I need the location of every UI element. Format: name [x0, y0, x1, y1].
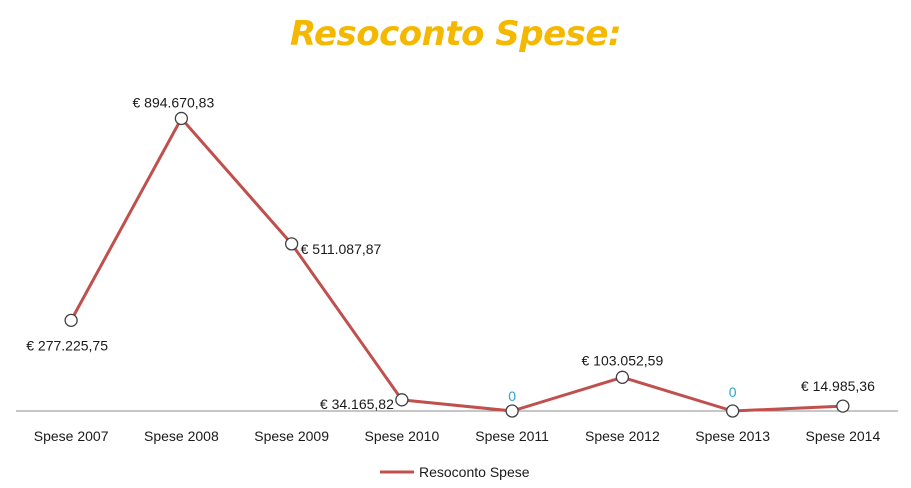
- series-line-resoconto-spese: [69, 116, 843, 413]
- data-label: € 277.225,75: [26, 337, 108, 353]
- x-tick-label: Spese 2011: [475, 428, 549, 444]
- data-point: [64, 313, 78, 327]
- legend: Resoconto Spese: [380, 464, 530, 480]
- x-tick-label: Spese 2010: [365, 428, 440, 444]
- data-label: € 894.670,83: [133, 94, 215, 110]
- data-point: [615, 370, 630, 384]
- data-label: € 34.165,82: [320, 396, 394, 412]
- data-point: [174, 111, 189, 126]
- x-tick-label: Spese 2008: [144, 428, 219, 444]
- data-point: [836, 399, 850, 413]
- data-label: € 511.087,87: [301, 241, 382, 257]
- data-point: [284, 237, 299, 251]
- data-point: [505, 404, 519, 418]
- data-label: 0: [729, 384, 737, 400]
- x-tick-label: Spese 2013: [695, 428, 770, 444]
- data-label: € 103.052,59: [582, 352, 664, 368]
- data-point: [395, 393, 409, 407]
- data-point: [725, 404, 740, 418]
- x-tick-label: Spese 2014: [806, 428, 881, 444]
- x-tick-label: Spese 2007: [34, 428, 109, 444]
- data-label: € 14.985,36: [801, 378, 875, 394]
- data-label: 0: [508, 388, 516, 404]
- x-tick-label: Spese 2012: [585, 428, 660, 444]
- chart-title: Resoconto Spese:: [289, 14, 622, 54]
- legend-label: Resoconto Spese: [419, 464, 530, 480]
- x-tick-label: Spese 2009: [254, 428, 329, 444]
